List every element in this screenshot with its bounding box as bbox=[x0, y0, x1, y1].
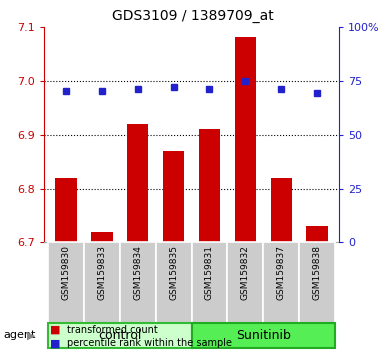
Bar bbox=[55, 178, 77, 242]
Bar bbox=[263, 242, 299, 323]
Text: ■: ■ bbox=[50, 338, 60, 348]
Text: GSM159834: GSM159834 bbox=[133, 245, 142, 300]
Bar bbox=[299, 242, 335, 323]
Text: GSM159837: GSM159837 bbox=[277, 245, 286, 300]
Bar bbox=[84, 242, 120, 323]
Bar bbox=[192, 242, 228, 323]
Bar bbox=[48, 242, 84, 323]
Text: GSM159838: GSM159838 bbox=[313, 245, 322, 300]
Text: control: control bbox=[98, 329, 141, 342]
Bar bbox=[199, 129, 220, 242]
Bar bbox=[156, 242, 192, 323]
Bar bbox=[91, 232, 112, 242]
Text: GDS3109 / 1389709_at: GDS3109 / 1389709_at bbox=[112, 9, 273, 23]
Text: ▶: ▶ bbox=[27, 330, 35, 341]
Bar bbox=[306, 226, 328, 242]
Text: GSM159832: GSM159832 bbox=[241, 245, 250, 300]
Text: transformed count: transformed count bbox=[67, 325, 158, 335]
Bar bbox=[163, 151, 184, 242]
Text: GSM159831: GSM159831 bbox=[205, 245, 214, 300]
Bar bbox=[127, 124, 149, 242]
Text: agent: agent bbox=[4, 330, 36, 341]
Text: GSM159833: GSM159833 bbox=[97, 245, 106, 300]
Text: percentile rank within the sample: percentile rank within the sample bbox=[67, 338, 233, 348]
Bar bbox=[228, 242, 263, 323]
Text: Sunitinib: Sunitinib bbox=[236, 329, 291, 342]
Bar bbox=[48, 323, 192, 348]
Text: ■: ■ bbox=[50, 325, 60, 335]
Bar bbox=[234, 38, 256, 242]
Bar bbox=[192, 323, 335, 348]
Bar bbox=[120, 242, 156, 323]
Text: GSM159830: GSM159830 bbox=[61, 245, 70, 300]
Bar bbox=[271, 178, 292, 242]
Text: GSM159835: GSM159835 bbox=[169, 245, 178, 300]
